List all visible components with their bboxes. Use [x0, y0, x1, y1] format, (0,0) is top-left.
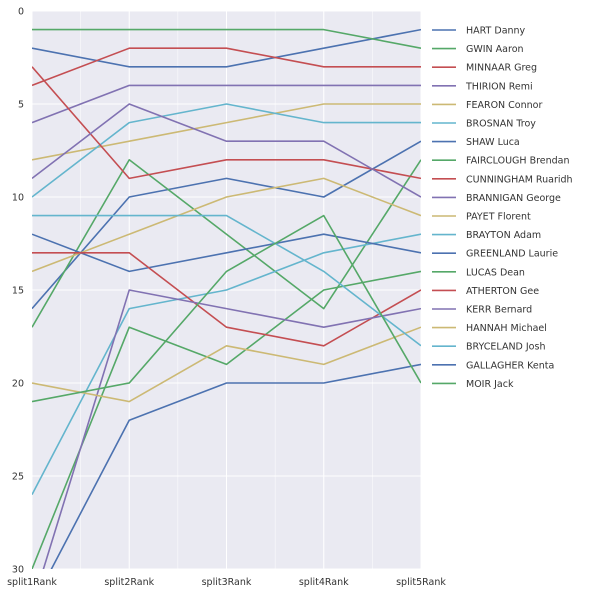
x-tick-label: split4Rank [299, 577, 349, 588]
legend-label: GREENLAND Laurie [466, 249, 558, 260]
legend-label: BRANNIGAN George [466, 193, 561, 204]
x-tick-label: split2Rank [104, 577, 154, 588]
series-line [32, 233, 421, 495]
series-line [32, 28, 421, 49]
legend-label: BRYCELAND Josh [466, 342, 545, 353]
legend-label: FAIRCLOUGH Brendan [466, 156, 570, 167]
series-line [32, 270, 421, 569]
x-tick-label: split3Rank [202, 577, 252, 588]
series-line [32, 47, 421, 87]
series-lines [32, 28, 421, 569]
series-line [32, 252, 421, 347]
legend-label: FEARON Connor [466, 100, 542, 111]
x-tick-label: split5Rank [396, 577, 446, 588]
legend-label: HANNAH Michael [466, 323, 547, 334]
legend-label: BROSNAN Troy [466, 119, 536, 130]
legend-label: GWIN Aaron [466, 44, 524, 55]
legend-label: MOIR Jack [466, 379, 514, 390]
series-line [32, 214, 421, 347]
series-line [32, 66, 421, 180]
series-line [32, 214, 421, 403]
legend-label: THIRION Remi [465, 81, 533, 92]
legend: HART Danny GWIN Aaron MINNAAR Greg THIRION … [432, 26, 573, 390]
legend-label: MINNAAR Greg [466, 63, 537, 74]
legend-label: ATHERTON Gee [466, 286, 539, 297]
series-line [32, 177, 421, 273]
series-line [32, 140, 421, 310]
legend-label: CUNNINGHAM Ruaridh [466, 174, 573, 185]
series-line [32, 326, 421, 403]
y-tick-label: 20 [12, 379, 24, 390]
series-line [32, 84, 421, 124]
series-line [50, 363, 421, 569]
x-tick-label: split1Rank [7, 577, 57, 588]
y-tick-label: 5 [18, 100, 24, 111]
legend-label: LUCAS Dean [466, 267, 525, 278]
y-axis: 0 5 10 15 20 25 30 [12, 7, 24, 576]
legend-label: GALLAGHER Kenta [466, 360, 554, 371]
series-line [32, 103, 421, 198]
y-tick-label: 0 [18, 7, 24, 18]
y-tick-label: 30 [12, 565, 24, 576]
legend-label: KERR Bernard [466, 305, 532, 316]
x-axis: split1Rank split2Rank split3Rank split4Rank… [7, 577, 446, 588]
y-tick-label: 25 [12, 472, 24, 483]
series-line [32, 103, 421, 198]
y-tick-label: 15 [12, 286, 24, 297]
legend-label: BRAYTON Adam [466, 230, 541, 241]
legend-label: HART Danny [466, 26, 526, 37]
legend-label: PAYET Florent [466, 212, 531, 223]
y-tick-label: 10 [12, 193, 24, 204]
legend-label: SHAW Luca [466, 137, 520, 148]
series-line [32, 233, 421, 273]
